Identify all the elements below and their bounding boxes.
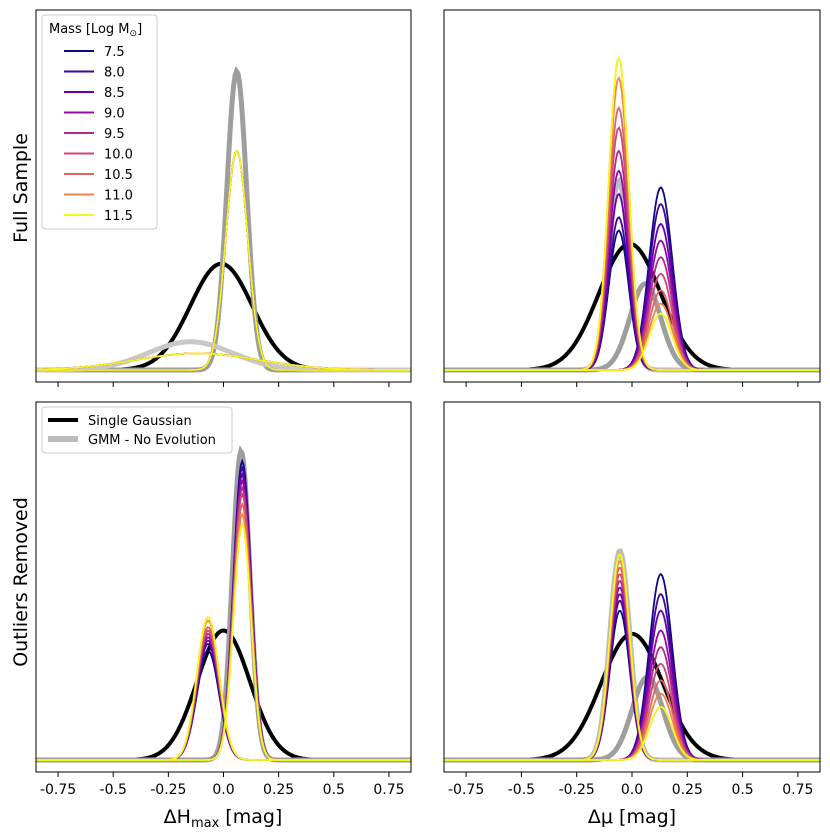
model-legend-label: GMM - No Evolution [88,433,216,448]
x-tick-label: -0.75 [40,782,76,798]
panel-4: -0.75 -0.5 -0.25 0.0 0.25 0.5 0.75 [443,401,821,798]
mass-legend: Mass [Log M⊙] 7.5 8.0 8.5 9.0 9.5 10.0 10.5 11.0… [41,14,158,230]
mass-legend-label: 10.0 [104,148,133,163]
mass-curve-10 [36,352,411,371]
row-label-full-sample: Full Sample [10,133,32,243]
mass-legend-label: 7.5 [104,45,125,60]
mass-curve-right-10 [444,312,820,371]
x-tick-label: 0.75 [373,782,404,798]
mass-legend-title: Mass [Log M⊙] [49,22,142,39]
mass-legend-label: 10.5 [104,168,133,183]
panel-frame [443,9,821,383]
x-tick-label: 0.0 [621,782,643,798]
x-tick-label: -0.5 [100,782,127,798]
x-tick-label: -0.25 [150,782,186,798]
model-legend: Single Gaussian GMM - No Evolution [41,406,233,454]
mass-legend-label: 11.0 [104,189,133,204]
mass-legend-label: 8.5 [104,86,125,101]
mass-curve-left-10 [444,55,820,371]
x-tick-label: 0.5 [731,782,753,798]
mass-curve-right-10 [444,705,820,761]
x-tick-label: 0.0 [212,782,234,798]
mass-legend-label: 9.0 [104,107,125,122]
x-tick-label: -0.75 [448,782,484,798]
legends: Mass [Log M⊙] 7.5 8.0 8.5 9.0 9.5 10.0 10.5 11.0… [41,14,233,454]
mass-legend-label: 11.5 [104,209,133,224]
mass-legend-label: 9.5 [104,127,125,142]
x-axis-label-left: ΔHmax [mag] [164,806,283,831]
x-tick-label: 0.75 [782,782,813,798]
mass-curve-left-8 [444,76,820,371]
mass-curve-left-9 [444,55,820,371]
mass-legend-label: 8.0 [104,66,125,81]
model-legend-label: Single Gaussian [88,414,192,429]
mass-curve-right-10 [36,522,411,761]
x-tick-label: -0.25 [559,782,595,798]
x-axis-label-right: Δμ [mag] [588,806,676,828]
panels: -0.75 -0.5 -0.25 0.0 0.25 0.5 0.75 -0.75 -0.5 -0.… [35,9,821,798]
panel-3: -0.75 -0.5 -0.25 0.0 0.25 0.5 0.75 [35,401,412,798]
x-tick-label: 0.25 [263,782,294,798]
x-tick-label: -0.5 [508,782,535,798]
panel-1 [35,9,412,387]
row-label-outliers-removed: Outliers Removed [10,497,32,667]
x-tick-label: 0.25 [672,782,703,798]
mass-curve-left-10 [444,553,820,761]
mass-curve-10 [36,149,411,371]
panel-2 [443,9,821,387]
x-tick-label: 0.5 [323,782,345,798]
